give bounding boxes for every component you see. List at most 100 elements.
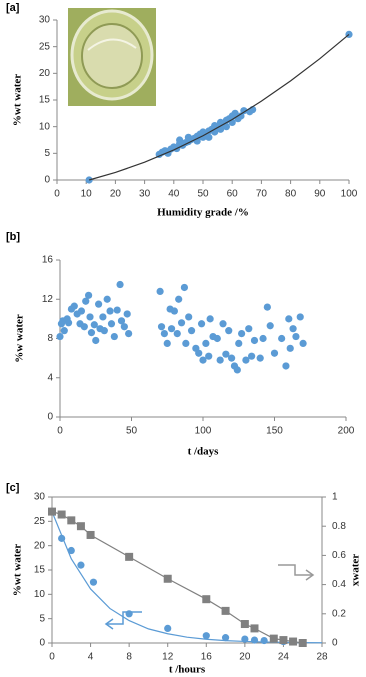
point	[292, 332, 300, 341]
point	[238, 329, 246, 338]
x-tick-label: 60	[227, 189, 239, 200]
point	[113, 306, 121, 314]
x-tick-label: 200	[338, 426, 355, 437]
y-tick-label: 5	[39, 613, 45, 624]
y-tick-label: 25	[39, 41, 51, 52]
point	[231, 109, 239, 117]
point	[235, 339, 243, 348]
point	[89, 578, 98, 586]
point	[90, 321, 98, 329]
point	[240, 107, 248, 115]
x-tick-label: 12	[162, 652, 174, 663]
point	[100, 327, 108, 335]
point	[259, 334, 267, 343]
point	[266, 322, 274, 330]
point	[202, 595, 211, 604]
inset-photo	[68, 8, 156, 106]
point	[58, 534, 66, 542]
point	[177, 319, 186, 327]
y-tick-label: 15	[34, 565, 46, 576]
point	[167, 325, 176, 333]
point	[70, 302, 78, 310]
x-tick-label: 20	[110, 189, 122, 200]
x-tick-label: 50	[126, 426, 138, 437]
point	[106, 307, 114, 315]
y2-axis-title: xwater	[350, 554, 362, 586]
point	[160, 329, 168, 338]
x-tick-label: 28	[316, 652, 328, 663]
x-tick-label: 100	[195, 426, 212, 437]
x-axis-title: Humidity grade /%	[157, 207, 249, 219]
point	[85, 291, 93, 299]
point	[116, 280, 124, 289]
y2-tick-label: 0.8	[332, 521, 346, 532]
blue-arrow	[107, 611, 142, 625]
x-tick-label: 0	[49, 652, 55, 663]
point	[225, 327, 233, 335]
point	[260, 636, 268, 645]
point	[175, 295, 183, 303]
y-tick-label: 10	[39, 121, 51, 132]
point	[263, 303, 271, 311]
chart-panel: [a] 0 5 10 15 20 25 30 0 10 20 30 40 50 60 70 80 90 100 Hum…	[6, 2, 358, 219]
y-tick-label: 16	[42, 255, 54, 266]
point	[163, 574, 172, 583]
point	[182, 339, 190, 348]
y-tick-label: 0	[44, 175, 50, 186]
point	[117, 317, 126, 325]
point	[77, 307, 86, 315]
point	[298, 639, 307, 647]
y2-tick-label: 1	[332, 492, 338, 503]
x-tick-label: 100	[341, 189, 358, 200]
point	[77, 561, 85, 569]
y2-tick-label: 0	[332, 638, 338, 649]
gray-arrow-head	[305, 569, 315, 581]
x-tick-label: 70	[256, 189, 268, 200]
point	[233, 366, 241, 374]
point	[107, 320, 116, 328]
point	[221, 606, 230, 615]
point	[173, 329, 181, 338]
point	[120, 323, 128, 331]
point	[216, 356, 224, 364]
point	[57, 510, 66, 519]
panel-label: [b]	[6, 231, 20, 243]
point	[202, 632, 210, 640]
point	[163, 339, 171, 348]
arrows	[104, 564, 315, 630]
point	[82, 297, 90, 305]
gray-arrow	[278, 564, 312, 576]
y-tick-label: 30	[34, 492, 46, 503]
x-tick-label: 4	[88, 652, 94, 663]
point	[197, 320, 206, 328]
point	[185, 313, 193, 321]
point	[250, 336, 259, 345]
point	[256, 354, 264, 362]
point	[240, 620, 249, 629]
point	[286, 344, 294, 352]
y-tick-label: 4	[47, 372, 53, 383]
point	[221, 634, 230, 642]
point	[278, 334, 286, 343]
y-axis-title: %w water	[14, 314, 26, 363]
point	[76, 522, 85, 531]
point	[222, 123, 230, 131]
point	[199, 356, 207, 364]
x-tick-label: 40	[168, 189, 180, 200]
point	[206, 315, 214, 323]
blue-arrow-head	[104, 618, 114, 630]
point	[110, 332, 118, 341]
chart-panel: [c] 0 5 10 15 20 25 30 0 4 8 12 16 20 24 28 0 0.2 0.4 0.6 0.…	[6, 482, 362, 676]
point	[64, 319, 73, 327]
point	[87, 329, 96, 337]
y-tick-label: 20	[34, 540, 46, 551]
y-tick-label: 25	[34, 516, 46, 527]
photo-gel	[81, 23, 143, 89]
point	[156, 287, 164, 295]
point	[242, 356, 250, 364]
point	[241, 635, 249, 643]
x-tick-label: 80	[285, 189, 297, 200]
y-axis-title: %wt water	[12, 74, 24, 126]
point	[60, 327, 68, 335]
point	[48, 507, 56, 516]
